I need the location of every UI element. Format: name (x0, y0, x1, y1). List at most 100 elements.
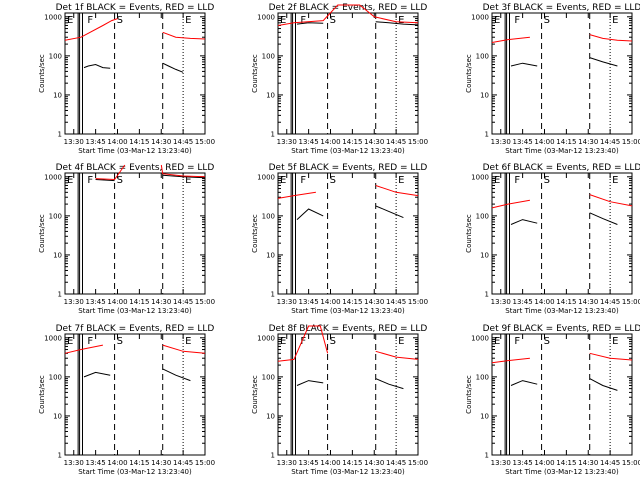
y-tick-label: 1000 (257, 334, 275, 342)
events-series-line (296, 208, 324, 220)
x-axis-label: Start Time (03-Mar-12 13:23:40) (291, 147, 405, 155)
marker-s: S (330, 15, 336, 26)
x-tick-label: 14:30 (364, 298, 384, 306)
x-tick-label: 14:00 (107, 138, 127, 146)
y-tick-label: 1000 (471, 13, 489, 21)
marker-f: F (300, 336, 306, 347)
y-tick-label: 1000 (471, 173, 489, 181)
marker-e: E (67, 175, 73, 186)
x-tick-label: 13:30 (277, 298, 297, 306)
y-tick-label: 10 (53, 251, 62, 259)
events-series-line (83, 63, 111, 69)
x-tick-label: 14:15 (556, 298, 576, 306)
y-tick-label: 1000 (257, 173, 275, 181)
x-tick-label: 14:00 (534, 138, 554, 146)
x-tick-label: 15:00 (408, 298, 428, 306)
x-tick-label: 15:00 (408, 459, 428, 467)
x-tick-label: 14:00 (320, 138, 340, 146)
marker-f: F (300, 175, 306, 186)
marker-e: E (494, 336, 500, 347)
lld-series-line (375, 185, 419, 197)
marker-e: E (185, 175, 191, 186)
x-tick-label: 14:15 (342, 138, 362, 146)
marker-e: E (494, 175, 500, 186)
x-tick-label: 13:30 (277, 138, 297, 146)
events-series-line (162, 368, 191, 382)
y-tick-label: 1 (485, 131, 489, 139)
x-tick-label: 14:45 (386, 298, 406, 306)
marker-s: S (117, 15, 123, 26)
x-tick-label: 14:30 (578, 138, 598, 146)
y-tick-label: 100 (49, 373, 62, 381)
x-tick-label: 13:45 (299, 138, 319, 146)
plot-frame (277, 333, 419, 456)
x-tick-label: 14:15 (556, 138, 576, 146)
y-tick-label: 1 (485, 291, 489, 299)
y-tick-label: 1000 (44, 173, 62, 181)
x-tick-label: 13:45 (513, 138, 533, 146)
x-axis-label: Start Time (03-Mar-12 13:23:40) (505, 468, 619, 476)
x-tick-label: 14:15 (556, 459, 576, 467)
x-tick-label: 13:45 (299, 298, 319, 306)
y-tick-label: 1 (271, 291, 275, 299)
lld-series-line (589, 194, 633, 207)
y-tick-label: 1000 (471, 334, 489, 342)
y-axis-label: Counts/sec (251, 375, 259, 414)
lld-series-line (375, 350, 419, 360)
x-tick-label: 14:00 (320, 459, 340, 467)
lld-series-line (491, 199, 530, 209)
panel-title: Det 2f BLACK = Events, RED = LLD (269, 3, 428, 13)
plot-frame (64, 333, 206, 456)
y-axis-label: Counts/sec (38, 214, 46, 253)
marker-e: E (398, 336, 404, 347)
events-series-line (83, 371, 111, 378)
marker-f: F (87, 175, 93, 186)
panel-det-5: Det 5f BLACK = Events, RED = LLD 1 10 100 10… (251, 163, 428, 315)
y-axis-label: Counts/sec (465, 375, 473, 414)
x-tick-label: 14:45 (386, 138, 406, 146)
x-tick-label: 15:00 (195, 138, 215, 146)
lld-series-line (491, 36, 530, 43)
x-tick-label: 14:30 (151, 459, 171, 467)
y-tick-label: 1 (271, 131, 275, 139)
plot-frame (277, 12, 419, 135)
marker-f: F (87, 336, 93, 347)
x-axis-label: Start Time (03-Mar-12 13:23:40) (78, 307, 192, 315)
panel-title: Det 4f BLACK = Events, RED = LLD (56, 163, 215, 173)
x-axis-label: Start Time (03-Mar-12 13:23:40) (78, 468, 192, 476)
x-tick-label: 14:00 (107, 459, 127, 467)
marker-f: F (300, 15, 306, 26)
y-tick-label: 100 (49, 52, 62, 60)
y-tick-label: 10 (53, 91, 62, 99)
lld-series-line (160, 164, 206, 178)
panel-det-2: Det 2f BLACK = Events, RED = LLD 1 10 100 10… (251, 3, 428, 155)
x-axis-label: Start Time (03-Mar-12 13:23:40) (505, 307, 619, 315)
marker-s: S (544, 175, 550, 186)
x-tick-label: 15:00 (622, 298, 640, 306)
lld-series-line (64, 344, 103, 354)
y-tick-label: 10 (480, 91, 489, 99)
x-tick-label: 13:45 (86, 298, 106, 306)
marker-f: F (87, 15, 93, 26)
panel-title: Det 7f BLACK = Events, RED = LLD (56, 324, 215, 334)
x-tick-label: 13:30 (64, 298, 84, 306)
marker-e: E (280, 336, 286, 347)
plot-frame (64, 172, 206, 295)
lld-series-line (491, 357, 530, 364)
x-tick-label: 13:30 (64, 138, 84, 146)
y-tick-label: 10 (53, 412, 62, 420)
x-tick-label: 14:45 (600, 138, 620, 146)
y-axis-label: Counts/sec (38, 375, 46, 414)
events-series-line (296, 22, 324, 25)
y-tick-label: 10 (480, 251, 489, 259)
lld-series-line (95, 164, 126, 181)
events-series-line (95, 179, 115, 182)
marker-f: F (514, 336, 520, 347)
panel-det-4: Det 4f BLACK = Events, RED = LLD 1 10 100 10… (38, 163, 215, 315)
marker-f: F (514, 175, 520, 186)
x-tick-label: 14:00 (107, 298, 127, 306)
x-tick-label: 13:30 (277, 459, 297, 467)
panel-title: Det 9f BLACK = Events, RED = LLD (483, 324, 640, 334)
y-tick-label: 1 (58, 291, 62, 299)
